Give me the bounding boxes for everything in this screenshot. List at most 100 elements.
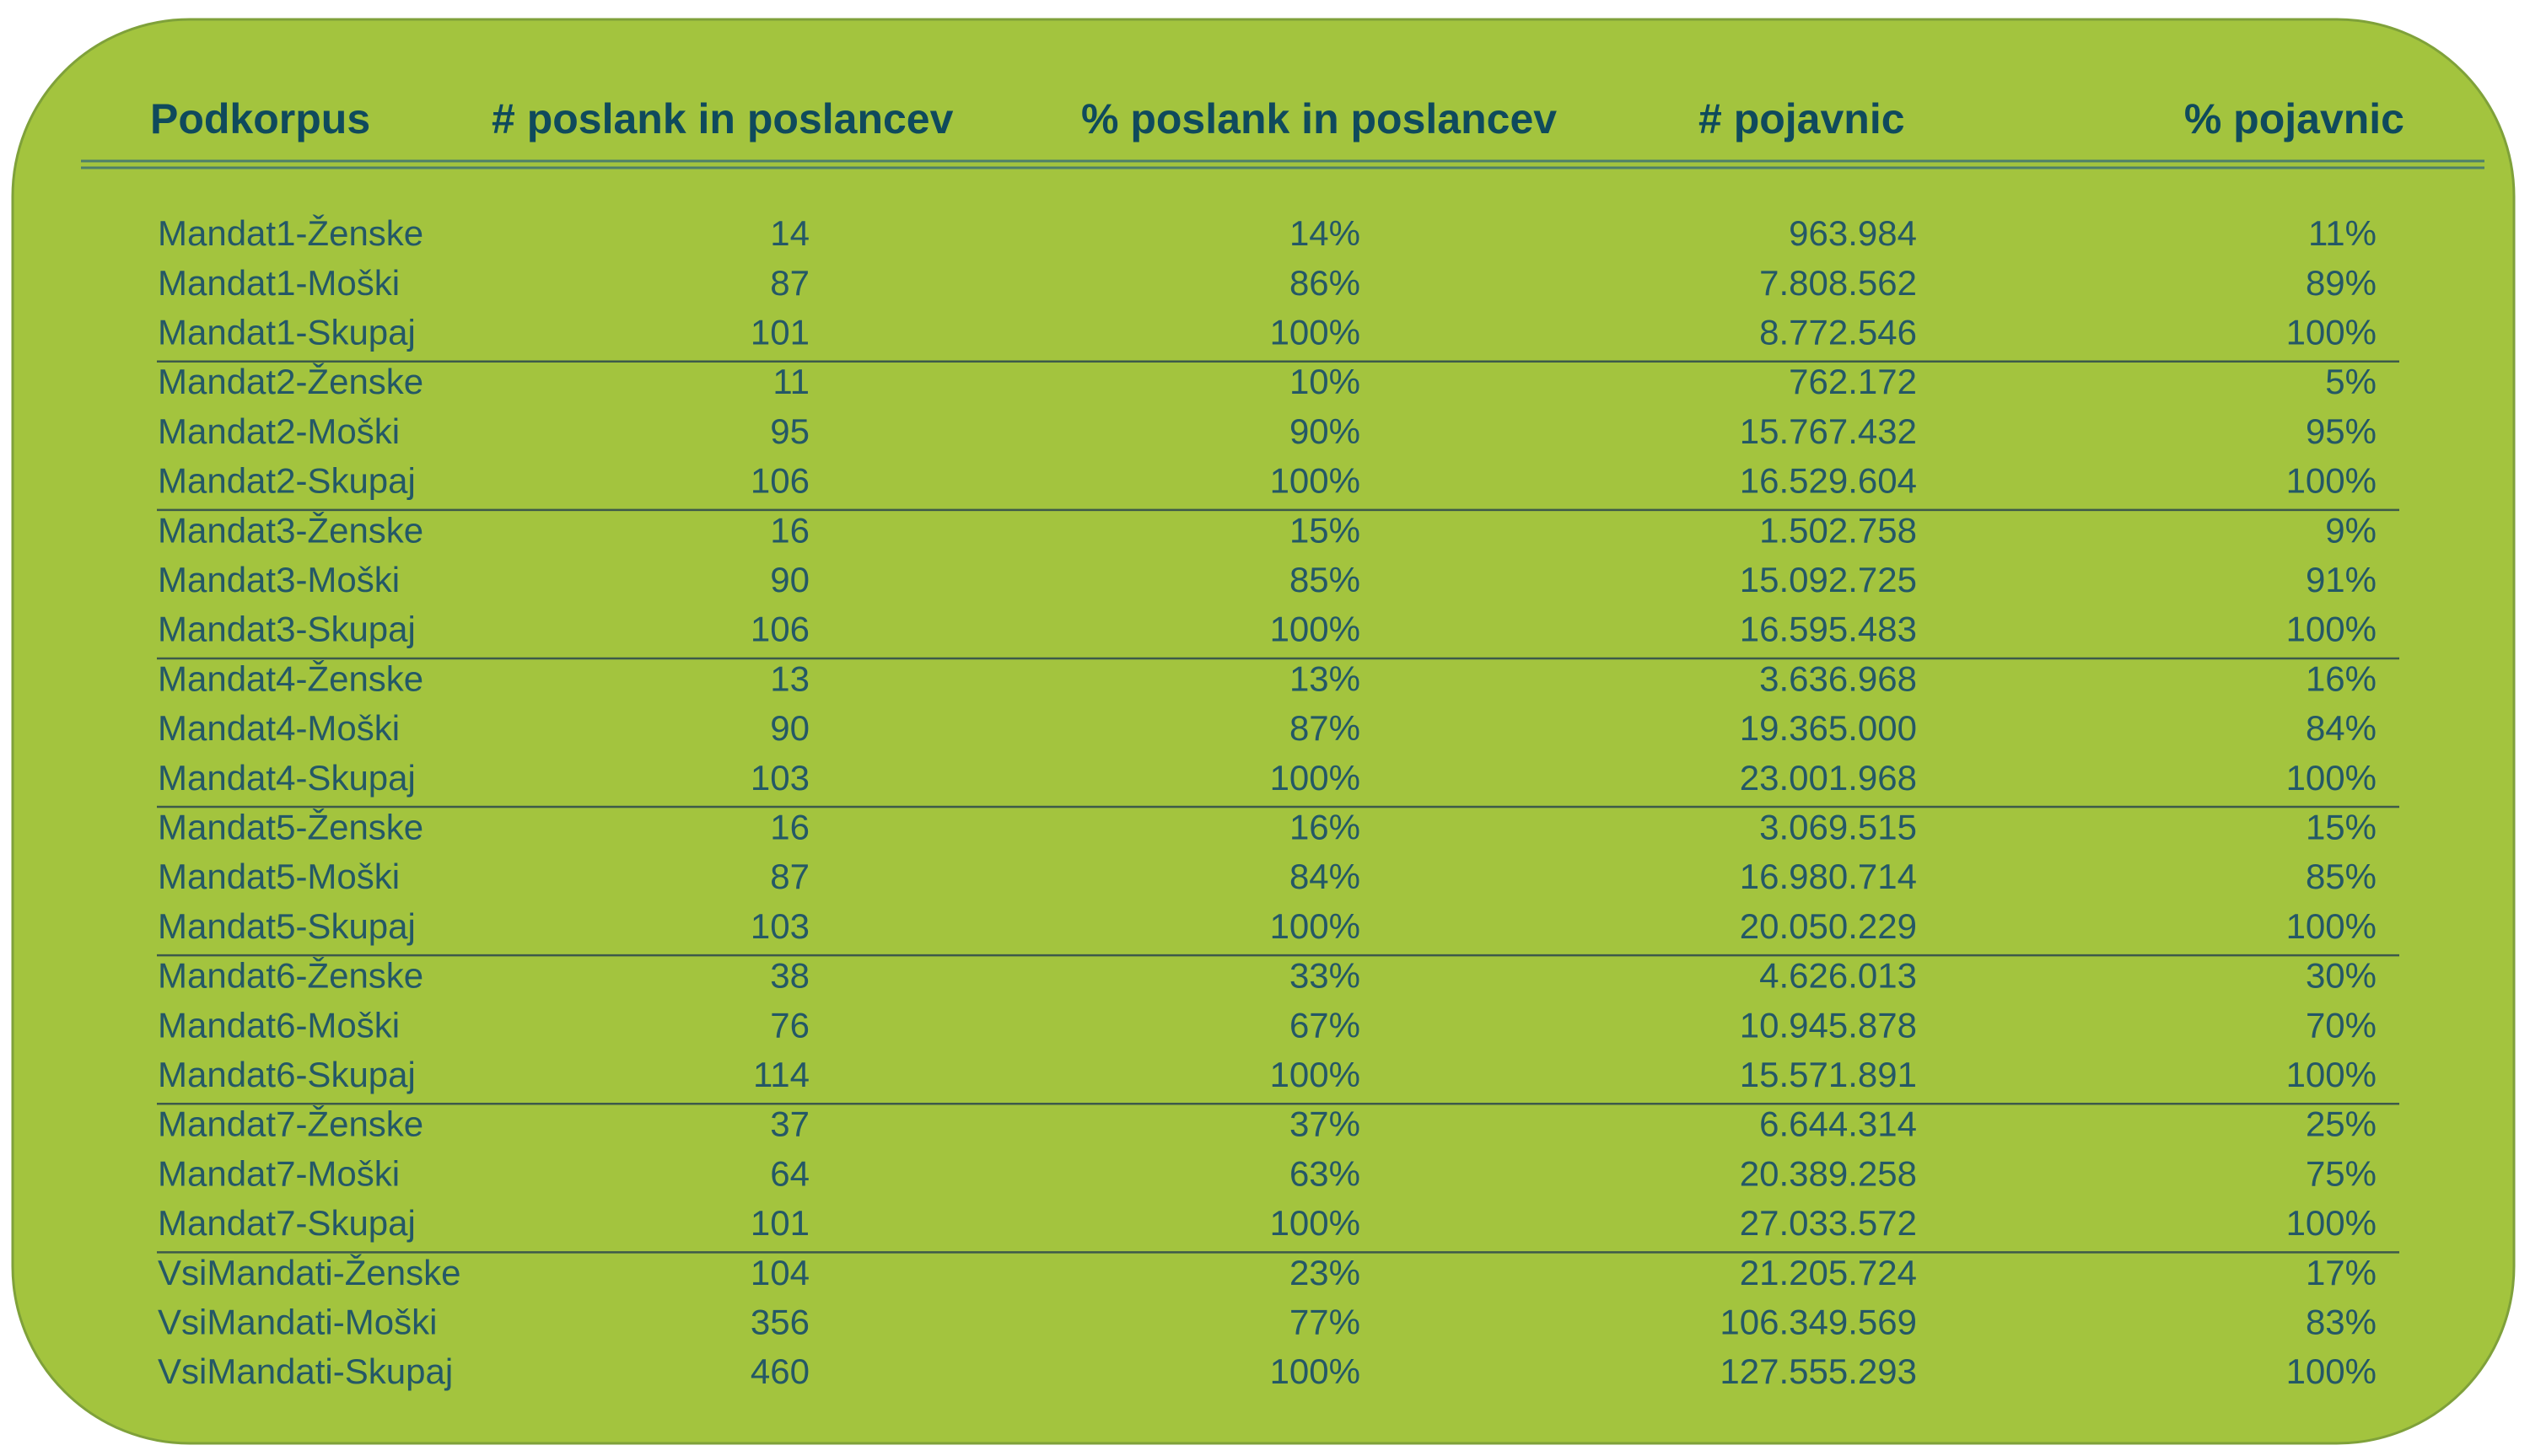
cell: 460 <box>751 1351 810 1391</box>
cell: 963.984 <box>1789 213 1917 253</box>
cell: 16.529.604 <box>1740 461 1917 501</box>
cell: 85% <box>2306 857 2377 896</box>
cell: 356 <box>751 1302 810 1341</box>
cell: 100% <box>2286 461 2377 501</box>
column-header: % pojavnic <box>2184 95 2404 142</box>
cell: 3.636.968 <box>1759 658 1917 698</box>
cell: 100% <box>2286 758 2377 798</box>
row-label: Mandat3-Moški <box>158 560 400 599</box>
cell: 15.767.432 <box>1740 411 1917 451</box>
cell: 100% <box>1270 906 1360 946</box>
cell: 89% <box>2306 263 2377 303</box>
column-header: % poslank in poslancev <box>1081 95 1557 142</box>
cell: 4.626.013 <box>1759 956 1917 996</box>
cell: 3.069.515 <box>1759 807 1917 846</box>
cell: 106 <box>751 610 810 649</box>
cell: 95 <box>770 411 810 451</box>
cell: 17% <box>2306 1253 2377 1292</box>
cell: 100% <box>2286 1055 2377 1094</box>
row-label: Mandat2-Skupaj <box>158 461 416 501</box>
cell: 38 <box>770 956 810 996</box>
row-label: Mandat7-Ženske <box>158 1104 423 1144</box>
cell: 20.050.229 <box>1740 906 1917 946</box>
cell: 14% <box>1289 213 1360 253</box>
row-label: Mandat5-Skupaj <box>158 906 416 946</box>
cell: 100% <box>1270 610 1360 649</box>
row-label: Mandat7-Moški <box>158 1153 400 1193</box>
cell: 104 <box>751 1253 810 1292</box>
cell: 23% <box>1289 1253 1360 1292</box>
cell: 76 <box>770 1005 810 1045</box>
cell: 100% <box>1270 1351 1360 1391</box>
cell: 64 <box>770 1153 810 1193</box>
cell: 15.571.891 <box>1740 1055 1917 1094</box>
cell: 19.365.000 <box>1740 708 1917 748</box>
row-label: Mandat5-Ženske <box>158 807 423 846</box>
cell: 114 <box>753 1055 810 1094</box>
cell: 75% <box>2306 1153 2377 1193</box>
row-label: Mandat6-Moški <box>158 1005 400 1045</box>
row-label: VsiMandati-Ženske <box>158 1253 460 1292</box>
row-label: Mandat7-Skupaj <box>158 1203 416 1243</box>
cell: 20.389.258 <box>1740 1153 1917 1193</box>
cell: 16 <box>770 510 810 550</box>
cell: 106 <box>751 461 810 501</box>
column-header: Podkorpus <box>150 95 370 142</box>
cell: 85% <box>1289 560 1360 599</box>
cell: 103 <box>751 758 810 798</box>
row-label: Mandat6-Skupaj <box>158 1055 416 1094</box>
cell: 762.172 <box>1789 362 1917 401</box>
cell: 15% <box>1289 510 1360 550</box>
cell: 27.033.572 <box>1740 1203 1917 1243</box>
cell: 70% <box>2306 1005 2377 1045</box>
cell: 86% <box>1289 263 1360 303</box>
cell: 6.644.314 <box>1759 1104 1917 1144</box>
cell: 84% <box>1289 857 1360 896</box>
cell: 15% <box>2306 807 2377 846</box>
cell: 33% <box>1289 956 1360 996</box>
cell: 91% <box>2306 560 2377 599</box>
row-label: Mandat3-Skupaj <box>158 610 416 649</box>
cell: 30% <box>2306 956 2377 996</box>
row-label: Mandat4-Ženske <box>158 658 423 698</box>
row-label: Mandat4-Skupaj <box>158 758 416 798</box>
cell: 7.808.562 <box>1759 263 1917 303</box>
cell: 77% <box>1289 1302 1360 1341</box>
cell: 100% <box>2286 1203 2377 1243</box>
cell: 100% <box>1270 1055 1360 1094</box>
cell: 100% <box>1270 461 1360 501</box>
column-header: # pojavnic <box>1698 95 1905 142</box>
cell: 37 <box>770 1104 810 1144</box>
cell: 101 <box>751 1203 810 1243</box>
cell: 87 <box>770 263 810 303</box>
cell: 10% <box>1289 362 1360 401</box>
cell: 16% <box>2306 658 2377 698</box>
row-label: Mandat2-Ženske <box>158 362 423 401</box>
cell: 106.349.569 <box>1720 1302 1917 1341</box>
cell: 11 <box>772 362 810 401</box>
cell: 25% <box>2306 1104 2377 1144</box>
cell: 101 <box>751 312 810 352</box>
cell: 1.502.758 <box>1759 510 1917 550</box>
cell: 100% <box>2286 906 2377 946</box>
cell: 127.555.293 <box>1720 1351 1917 1391</box>
cell: 8.772.546 <box>1759 312 1917 352</box>
row-label: Mandat3-Ženske <box>158 510 423 550</box>
row-label: Mandat6-Ženske <box>158 956 423 996</box>
cell: 84% <box>2306 708 2377 748</box>
cell: 100% <box>1270 758 1360 798</box>
cell: 100% <box>2286 610 2377 649</box>
cell: 63% <box>1289 1153 1360 1193</box>
cell: 16.980.714 <box>1740 857 1917 896</box>
cell: 90% <box>1289 411 1360 451</box>
cell: 16.595.483 <box>1740 610 1917 649</box>
row-label: Mandat1-Skupaj <box>158 312 416 352</box>
cell: 23.001.968 <box>1740 758 1917 798</box>
cell: 100% <box>1270 312 1360 352</box>
cell: 10.945.878 <box>1740 1005 1917 1045</box>
row-label: Mandat4-Moški <box>158 708 400 748</box>
cell: 16 <box>770 807 810 846</box>
cell: 9% <box>2325 510 2377 550</box>
